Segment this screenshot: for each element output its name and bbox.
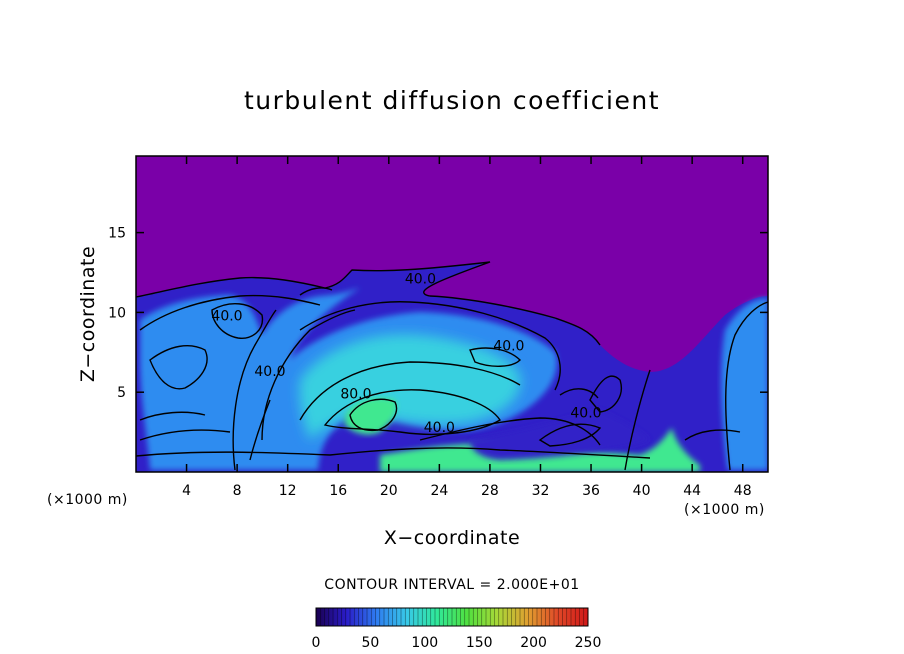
x-tick-label: 32 [532, 483, 550, 499]
x-tick-label: 4 [182, 483, 191, 499]
x-unit-label-right: (×1000 m) [684, 502, 765, 518]
contour-interval-text: CONTOUR INTERVAL = 2.000E+01 [324, 577, 580, 593]
x-axis-label: X−coordinate [383, 527, 521, 549]
colorbar-tick-label: 100 [411, 635, 438, 651]
x-tick-label: 36 [582, 483, 600, 499]
contour-label: 80.0 [340, 387, 371, 403]
colorbar-tick-label: 50 [361, 635, 379, 651]
plot-frame [135, 155, 769, 473]
x-axis-ticks: 4 8 12 16 20 24 28 32 36 40 44 48 [182, 156, 752, 499]
contour-label: 40.0 [493, 339, 524, 355]
colorbar: 0 50 100 150 200 250 [312, 607, 602, 651]
lower-dark-region [470, 410, 650, 460]
colorbar-tick-label: 0 [312, 635, 321, 651]
x-tick-label: 24 [430, 483, 448, 499]
contour-label: 40.0 [570, 406, 601, 422]
x-tick-label: 8 [233, 483, 242, 499]
colorbar-tick-label: 250 [575, 635, 602, 651]
colorbar-tick-label: 200 [520, 635, 547, 651]
x-tick-label: 40 [633, 483, 651, 499]
contour-label: 40.0 [424, 420, 455, 436]
x-unit-label-left: (×1000 m) [47, 492, 128, 508]
colorbar-tick-label: 150 [466, 635, 493, 651]
contour-label: 40.0 [254, 364, 285, 380]
contour-labels: 40.0 40.0 40.0 40.0 80.0 40.0 40.0 [211, 272, 601, 436]
contour-lines [136, 261, 768, 471]
y-tick-label: 15 [108, 226, 126, 242]
x-tick-label: 20 [380, 483, 398, 499]
x-tick-label: 44 [683, 483, 701, 499]
x-tick-label: 12 [279, 483, 297, 499]
x-tick-label: 28 [481, 483, 499, 499]
contour-label: 40.0 [211, 308, 242, 324]
chart-title: turbulent diffusion coefficient [243, 86, 661, 115]
x-tick-label: 48 [734, 483, 752, 499]
y-tick-label: 5 [117, 385, 126, 401]
heatmap-field: 40.0 40.0 40.0 40.0 80.0 40.0 40.0 [136, 156, 768, 472]
contour-label: 40.0 [405, 272, 436, 288]
x-tick-label: 16 [329, 483, 347, 499]
y-tick-label: 10 [108, 305, 126, 321]
y-axis-ticks: 5 10 15 [108, 226, 768, 401]
